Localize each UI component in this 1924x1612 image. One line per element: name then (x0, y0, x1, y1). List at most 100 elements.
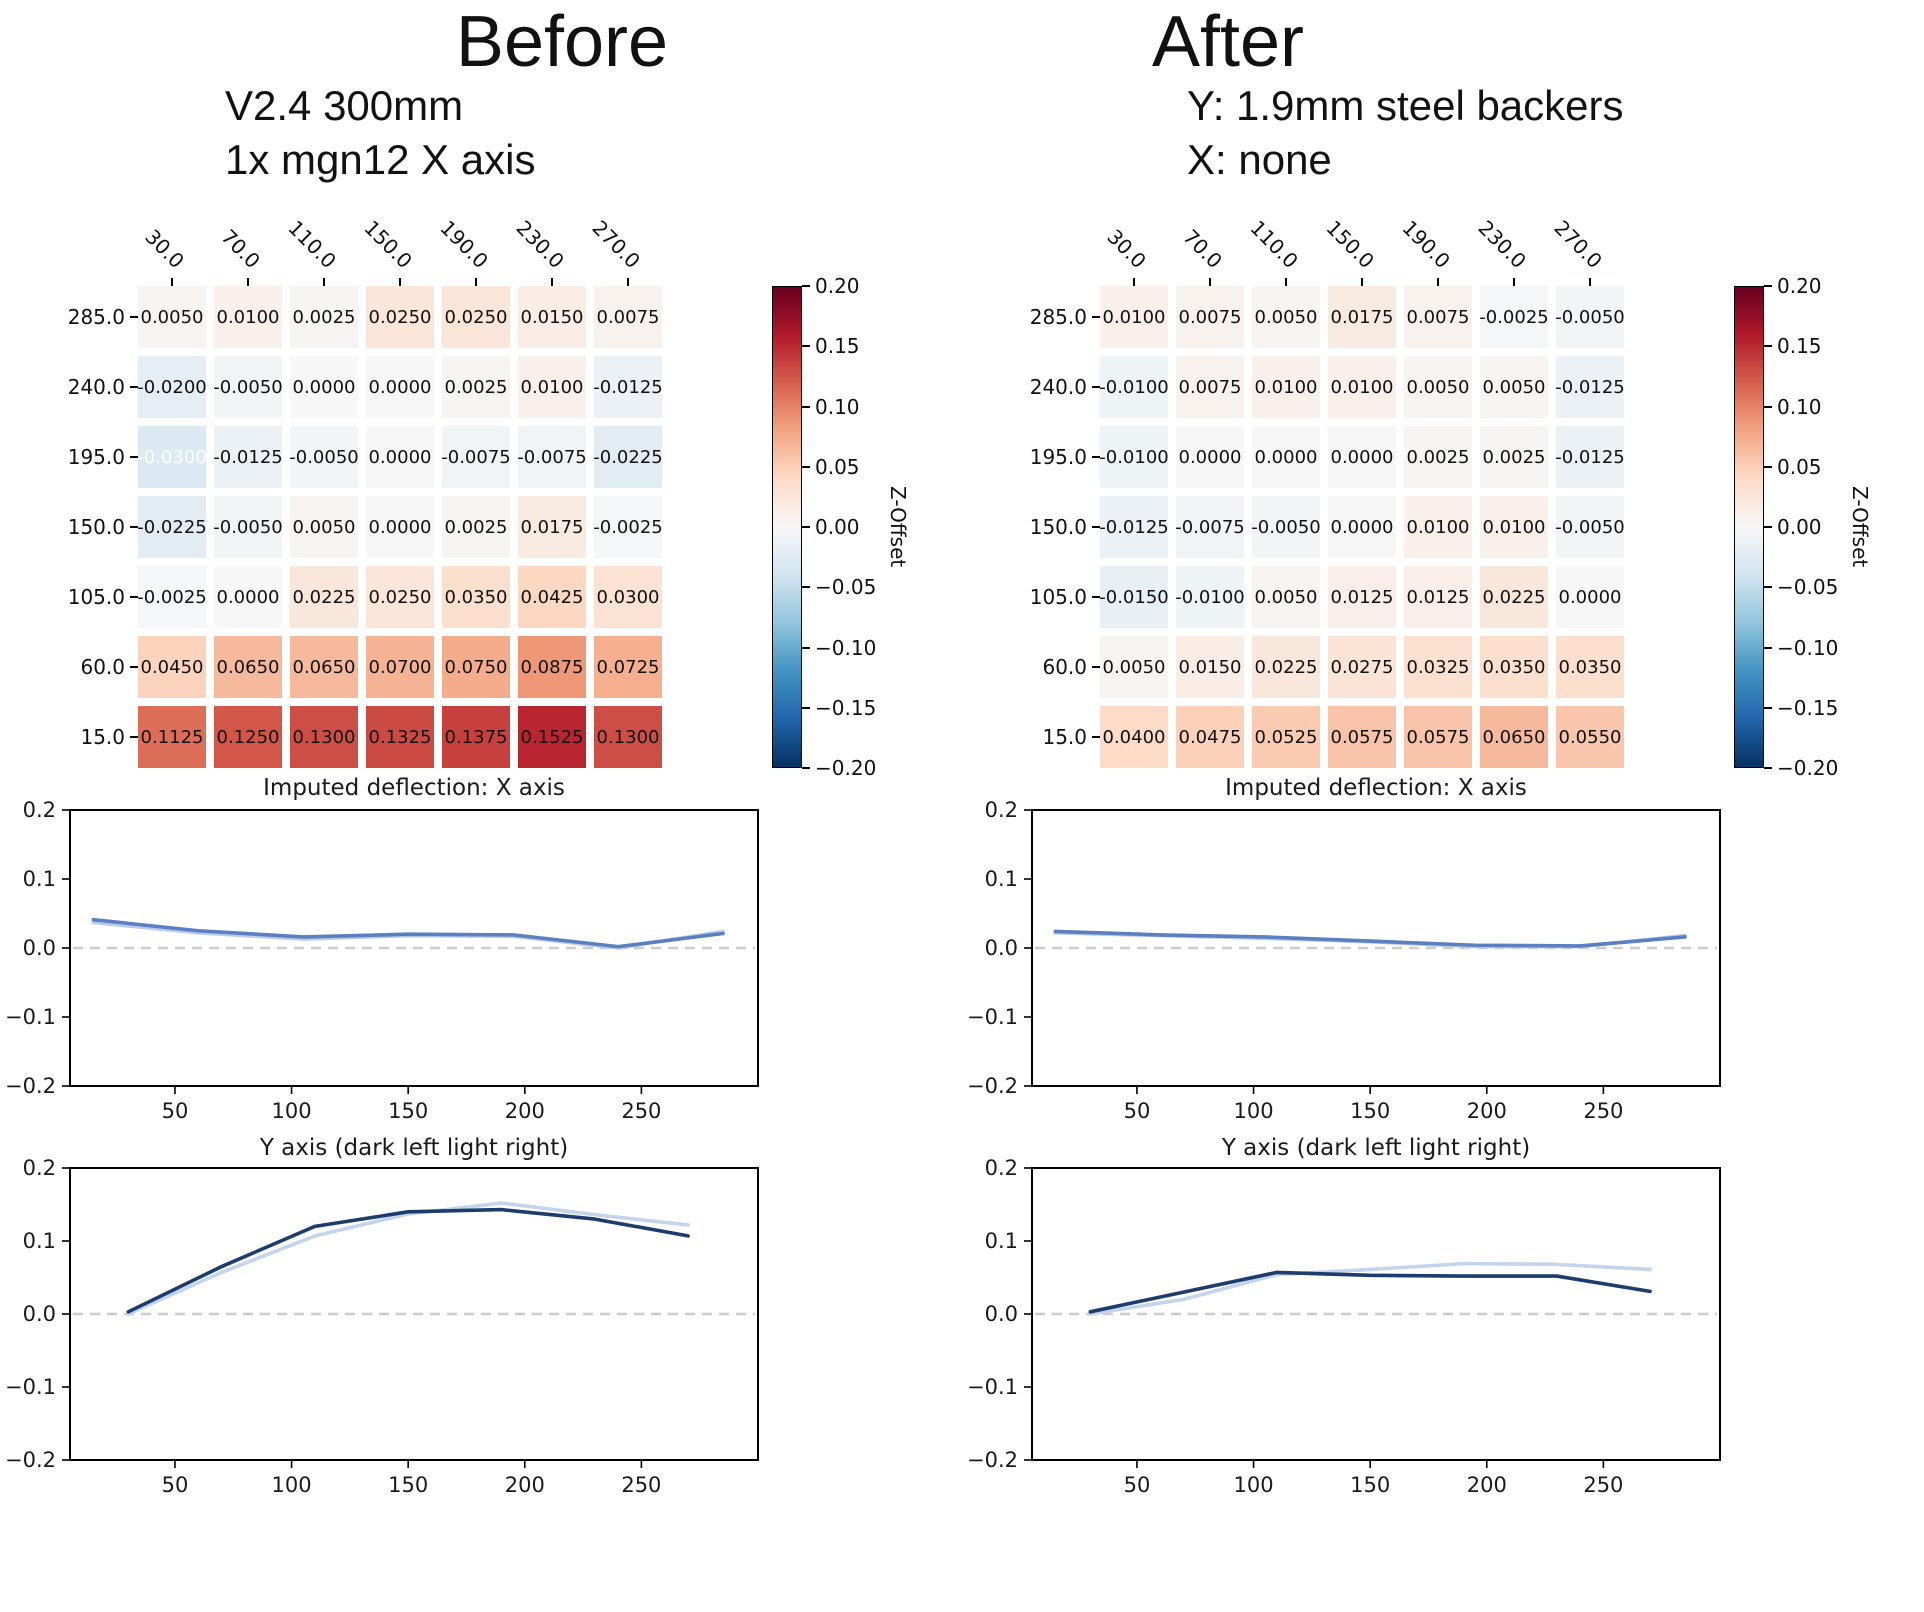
heatmap-grid-before: 0.0050 0.0100 0.0025 0.0250 0.0250 0.0150 0.00… (137, 286, 663, 768)
x-tick-label: 270.0 (1549, 215, 1607, 273)
y-tick-mark (130, 456, 138, 458)
heatmap-cell: 0.0000 (1252, 426, 1320, 488)
line-chart-y-deflection-before: Y axis (dark left light right) 0.2 0.1 0.0 −… (5, 1135, 759, 1496)
heatmap-cell: 0.0000 (1556, 566, 1624, 628)
y-tick-label: −0.2 (967, 1448, 1018, 1472)
y-tick-label: −0.1 (5, 1375, 56, 1399)
before-subtitle-1: V2.4 300mm (225, 82, 464, 130)
y-tick-mark (130, 596, 138, 598)
comparison-figure: Before V2.4 300mm 1x mgn12 X axis 30.0 70… (0, 0, 1924, 1496)
x-tick-label: 50 (162, 1473, 189, 1496)
heatmap-cell: 0.0000 (1176, 426, 1244, 488)
x-tick-mark (627, 278, 629, 286)
heatmap-cell: -0.0025 (593, 496, 663, 558)
y-tick-label: 285.0 (30, 286, 138, 348)
y-tick-label: −0.2 (5, 1074, 56, 1098)
y-tick-label: 60.0 (30, 636, 138, 698)
x-tick-label: 190.0 (435, 215, 493, 273)
colorbar-tick-mark (1764, 345, 1772, 348)
heatmap-cell: 0.0000 (214, 566, 282, 628)
heatmap-cell: 0.1325 (366, 706, 434, 768)
before-title-block: Before V2.4 300mm 1x mgn12 X axis (0, 0, 962, 206)
y-tick-mark (1092, 456, 1100, 458)
y-tick-label: 0.1 (23, 1229, 56, 1253)
x-tick-label: 250 (1583, 1099, 1623, 1123)
colorbar-gradient (1734, 286, 1764, 768)
heatmap-cell: 0.0050 (290, 496, 358, 558)
heatmap-y-axis-after: 285.0 240.0 195.0 150.0 105.0 60.0 15.0 (992, 286, 1100, 768)
x-tick-mark (1513, 278, 1515, 286)
heatmap-cell: 0.0250 (366, 566, 434, 628)
y-tick-label: 150.0 (30, 496, 138, 558)
y-tick-label: 15.0 (30, 706, 138, 768)
panel-after: After Y: 1.9mm steel backers X: none 30.… (962, 0, 1924, 1496)
colorbar-tick-mark (1764, 706, 1772, 709)
plot-border (1031, 1167, 1721, 1461)
heatmap-cell: 0.0000 (366, 496, 434, 558)
colorbar-tick: 0.05 (1764, 455, 1822, 479)
x-tick-mark (475, 278, 477, 286)
x-tick-label: 70.0 (1178, 224, 1227, 273)
heatmap-cell: -0.0100 (1175, 566, 1245, 628)
y-tick-mark (130, 526, 138, 528)
x-tick-label: 150.0 (1321, 215, 1379, 273)
heatmap-cell: 0.0550 (1556, 706, 1624, 768)
heatmap-cell: 0.0350 (1480, 636, 1548, 698)
x-tick-mark (1133, 278, 1135, 286)
panel-before: Before V2.4 300mm 1x mgn12 X axis 30.0 70… (0, 0, 962, 1496)
x-tick-label: 190.0 (1397, 215, 1455, 273)
x-tick-label: 70.0 (216, 224, 265, 273)
colorbar-tick-mark (802, 465, 810, 468)
y-tick-label: 240.0 (30, 356, 138, 418)
colorbar-block-before: 0.20 0.15 0.10 0.05 0.00 −0.05 −0.10 −0.15 −0.20… (772, 274, 910, 780)
y-tick-label: 0.1 (23, 867, 56, 891)
heatmap-cell: 0.0075 (1404, 286, 1472, 348)
y-tick-label: 0.0 (985, 936, 1018, 960)
x-tick-mark (171, 278, 173, 286)
y-tick-label: 105.0 (992, 566, 1100, 628)
heatmap-cell: 0.1250 (214, 706, 282, 768)
heatmap-cell: 0.0450 (138, 636, 206, 698)
heatmap-cell: 0.0125 (1328, 566, 1396, 628)
heatmap-cell: -0.0075 (517, 426, 587, 488)
x-tick-label: 150 (388, 1473, 428, 1496)
heatmap-cell: 0.0050 (1100, 636, 1168, 698)
y-tick-label: 240.0 (992, 356, 1100, 418)
y-tick-label: 195.0 (30, 426, 138, 488)
heatmap-cell: -0.0050 (213, 356, 283, 418)
colorbar-tick-mark (1764, 405, 1772, 408)
x-tick-mark (1589, 278, 1591, 286)
colorbar-block-after: 0.20 0.15 0.10 0.05 0.00 −0.05 −0.10 −0.15 −0.20… (1734, 274, 1872, 780)
heatmap-cell: 0.0025 (1404, 426, 1472, 488)
colorbar-tick: 0.15 (802, 334, 860, 358)
heatmap-cell: 0.0250 (442, 286, 510, 348)
heatmap-cell: 0.1300 (290, 706, 358, 768)
heatmap-after: 285.0 240.0 195.0 150.0 105.0 60.0 15.0 0.0100… (992, 274, 1924, 780)
x-tick-label: 230.0 (511, 215, 569, 273)
heatmap-cell: 0.0050 (1404, 356, 1472, 418)
deflection-line-dark (91, 917, 725, 949)
colorbar-tick: −0.05 (802, 575, 876, 599)
colorbar-tick-mark (1764, 586, 1772, 589)
y-tick-label: 150.0 (992, 496, 1100, 558)
heatmap-cell: -0.0225 (593, 426, 663, 488)
y-tick-label: 0.0 (23, 936, 56, 960)
y-tick-label: 60.0 (992, 636, 1100, 698)
heatmap-cell: 0.0225 (1480, 566, 1548, 628)
line-chart-x-deflection-after: Imputed deflection: X axis 0.2 0.1 0.0 −0.1 −… (967, 775, 1721, 1123)
heatmap-cell: -0.0125 (213, 426, 283, 488)
heatmap-grid-after: 0.0100 0.0075 0.0050 0.0175 0.0075 -0.0025 -0.… (1099, 286, 1625, 768)
heatmap-cell: 0.0300 (594, 566, 662, 628)
y-tick-label: 0.0 (985, 1302, 1018, 1326)
colorbar-tick-mark (802, 405, 810, 408)
y-tick-label: 15.0 (992, 706, 1100, 768)
after-title-block: After Y: 1.9mm steel backers X: none (962, 0, 1924, 206)
heatmap-cell: 0.0700 (366, 636, 434, 698)
heatmap-cell: 0.0000 (1328, 426, 1396, 488)
x-tick-label: 50 (1124, 1099, 1151, 1123)
y-tick-mark (1092, 736, 1100, 738)
x-tick-mark (247, 278, 249, 286)
x-tick-label: 250 (1583, 1473, 1623, 1496)
heatmap-cell: 0.0575 (1404, 706, 1472, 768)
x-tick-label: 250 (621, 1473, 661, 1496)
